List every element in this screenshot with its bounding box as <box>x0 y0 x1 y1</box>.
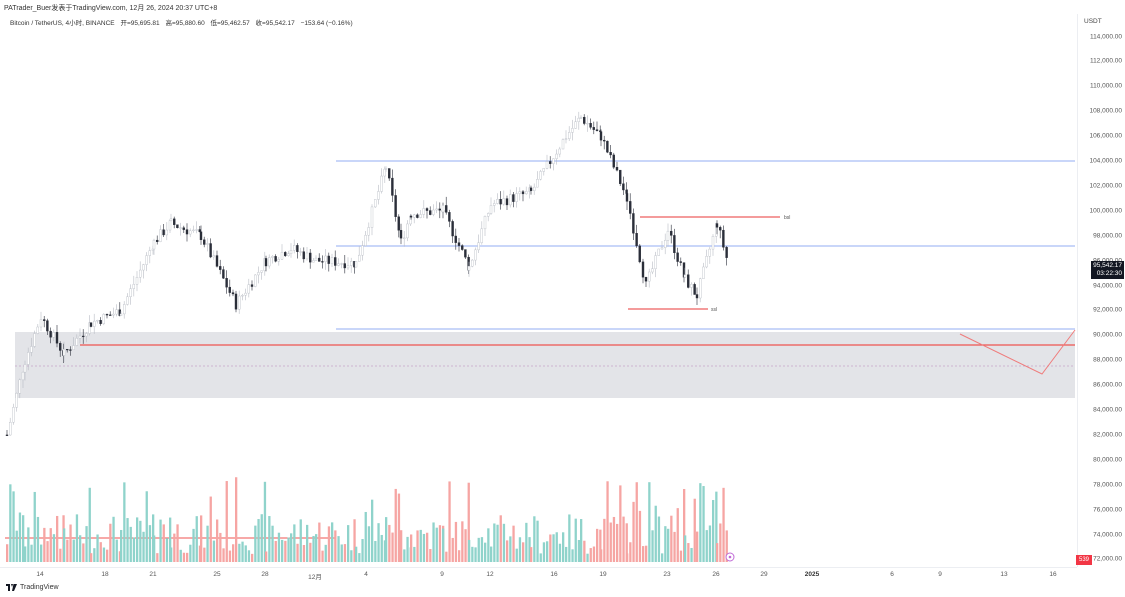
price-tick-label: 102,000.00 <box>1089 182 1122 190</box>
current-price-tag: 95,542.17 03:22:30 <box>1091 261 1124 279</box>
price-tick-label: 78,000.00 <box>1093 481 1122 489</box>
ohlc-change: −153.64 (−0.16%) <box>300 20 353 27</box>
ssl-label: ssl <box>711 307 717 313</box>
time-tick-label: 19 <box>599 571 607 578</box>
chart-pane[interactable]: bsl ssl <box>0 14 1077 567</box>
price-tick-label: 76,000.00 <box>1093 506 1122 514</box>
time-tick-label: 9 <box>440 571 444 578</box>
time-tick-label: 14 <box>36 571 44 578</box>
ohlc-low: 低=95,462.57 <box>210 20 250 27</box>
event-marker-dot <box>728 555 732 559</box>
ohlc-high: 高=95,880.60 <box>165 20 205 27</box>
price-tick-label: 82,000.00 <box>1093 431 1122 439</box>
price-tick-label: 84,000.00 <box>1093 406 1122 414</box>
price-tick-label: 98,000.00 <box>1093 232 1122 240</box>
price-tick-label: 88,000.00 <box>1093 356 1122 364</box>
time-tick-label: 25 <box>213 571 221 578</box>
current-price: 95,542.17 <box>1093 262 1122 269</box>
price-axis[interactable]: USDT 114,000.00 112,000.00 110,000.00 108,0… <box>1076 14 1125 567</box>
candles <box>5 111 728 437</box>
price-tick-label: 92,000.00 <box>1093 306 1122 314</box>
symbol-name[interactable]: Bitcoin / TetherUS, 4小时, BINANCE <box>10 20 115 27</box>
time-tick-label: 2025 <box>804 571 820 578</box>
time-tick-label: 16 <box>550 571 558 578</box>
publisher-watermark: PATrader_Buer发表于TradingView.com, 12月 26,… <box>4 5 218 12</box>
symbol-legend: Bitcoin / TetherUS, 4小时, BINANCE 开=95,69… <box>10 17 357 27</box>
time-axis[interactable]: 14 18 21 25 28 12月 4 9 12 16 19 23 26 29 2025 6 9 13 16 <box>0 567 1077 582</box>
time-tick-label: 4 <box>364 571 368 578</box>
price-tick-label: 86,000.00 <box>1093 381 1122 389</box>
price-tick-label: 108,000.00 <box>1089 107 1122 115</box>
price-tick-label: 94,000.00 <box>1093 282 1122 289</box>
price-tick-label: 96,000.00 <box>1093 257 1122 264</box>
price-axis-unit[interactable]: USDT <box>1084 18 1102 25</box>
time-tick-label: 12月 <box>308 574 322 581</box>
time-tick-label: 13 <box>1000 571 1008 578</box>
time-tick-label: 16 <box>1049 571 1057 578</box>
footer: TradingView <box>6 584 59 591</box>
volume-bars <box>6 477 728 562</box>
demand-zone[interactable] <box>15 332 1075 398</box>
time-tick-label: 18 <box>101 571 109 578</box>
price-tick-label: 90,000.00 <box>1093 331 1122 339</box>
price-tick-label: 74,000.00 <box>1093 531 1122 538</box>
time-tick-label: 12 <box>486 571 494 578</box>
time-tick-label: 21 <box>149 571 157 578</box>
time-tick-label: 6 <box>890 571 894 578</box>
time-tick-label: 26 <box>712 571 720 578</box>
price-tick-label: 112,000.00 <box>1089 57 1122 65</box>
time-tick-label: 9 <box>938 571 942 578</box>
time-tick-label: 23 <box>663 571 671 578</box>
projection-path[interactable] <box>959 329 1076 375</box>
ohlc-open: 开=95,695.81 <box>120 20 160 27</box>
bsl-label: bsl <box>784 215 790 221</box>
price-tick-label: 114,000.00 <box>1089 33 1122 40</box>
price-tick-label: 104,000.00 <box>1089 157 1122 165</box>
time-tick-label: 29 <box>760 571 768 578</box>
brand-name: TradingView <box>20 584 59 591</box>
price-tick-label: 72,000.00 <box>1093 555 1122 563</box>
price-tick-label: 80,000.00 <box>1093 456 1122 464</box>
price-tick-label: 100,000.00 <box>1089 207 1122 215</box>
ohlc-close: 收=95,542.17 <box>255 20 295 27</box>
candlestick-chart[interactable]: bsl ssl <box>0 14 1077 567</box>
price-tick-label: 110,000.00 <box>1089 82 1122 90</box>
volume-badge: 539 <box>1076 555 1093 565</box>
time-tick-label: 28 <box>261 571 269 578</box>
price-tick-label: 106,000.00 <box>1089 132 1122 140</box>
tradingview-logo-icon <box>6 584 17 591</box>
bar-countdown: 03:22:30 <box>1096 270 1122 277</box>
